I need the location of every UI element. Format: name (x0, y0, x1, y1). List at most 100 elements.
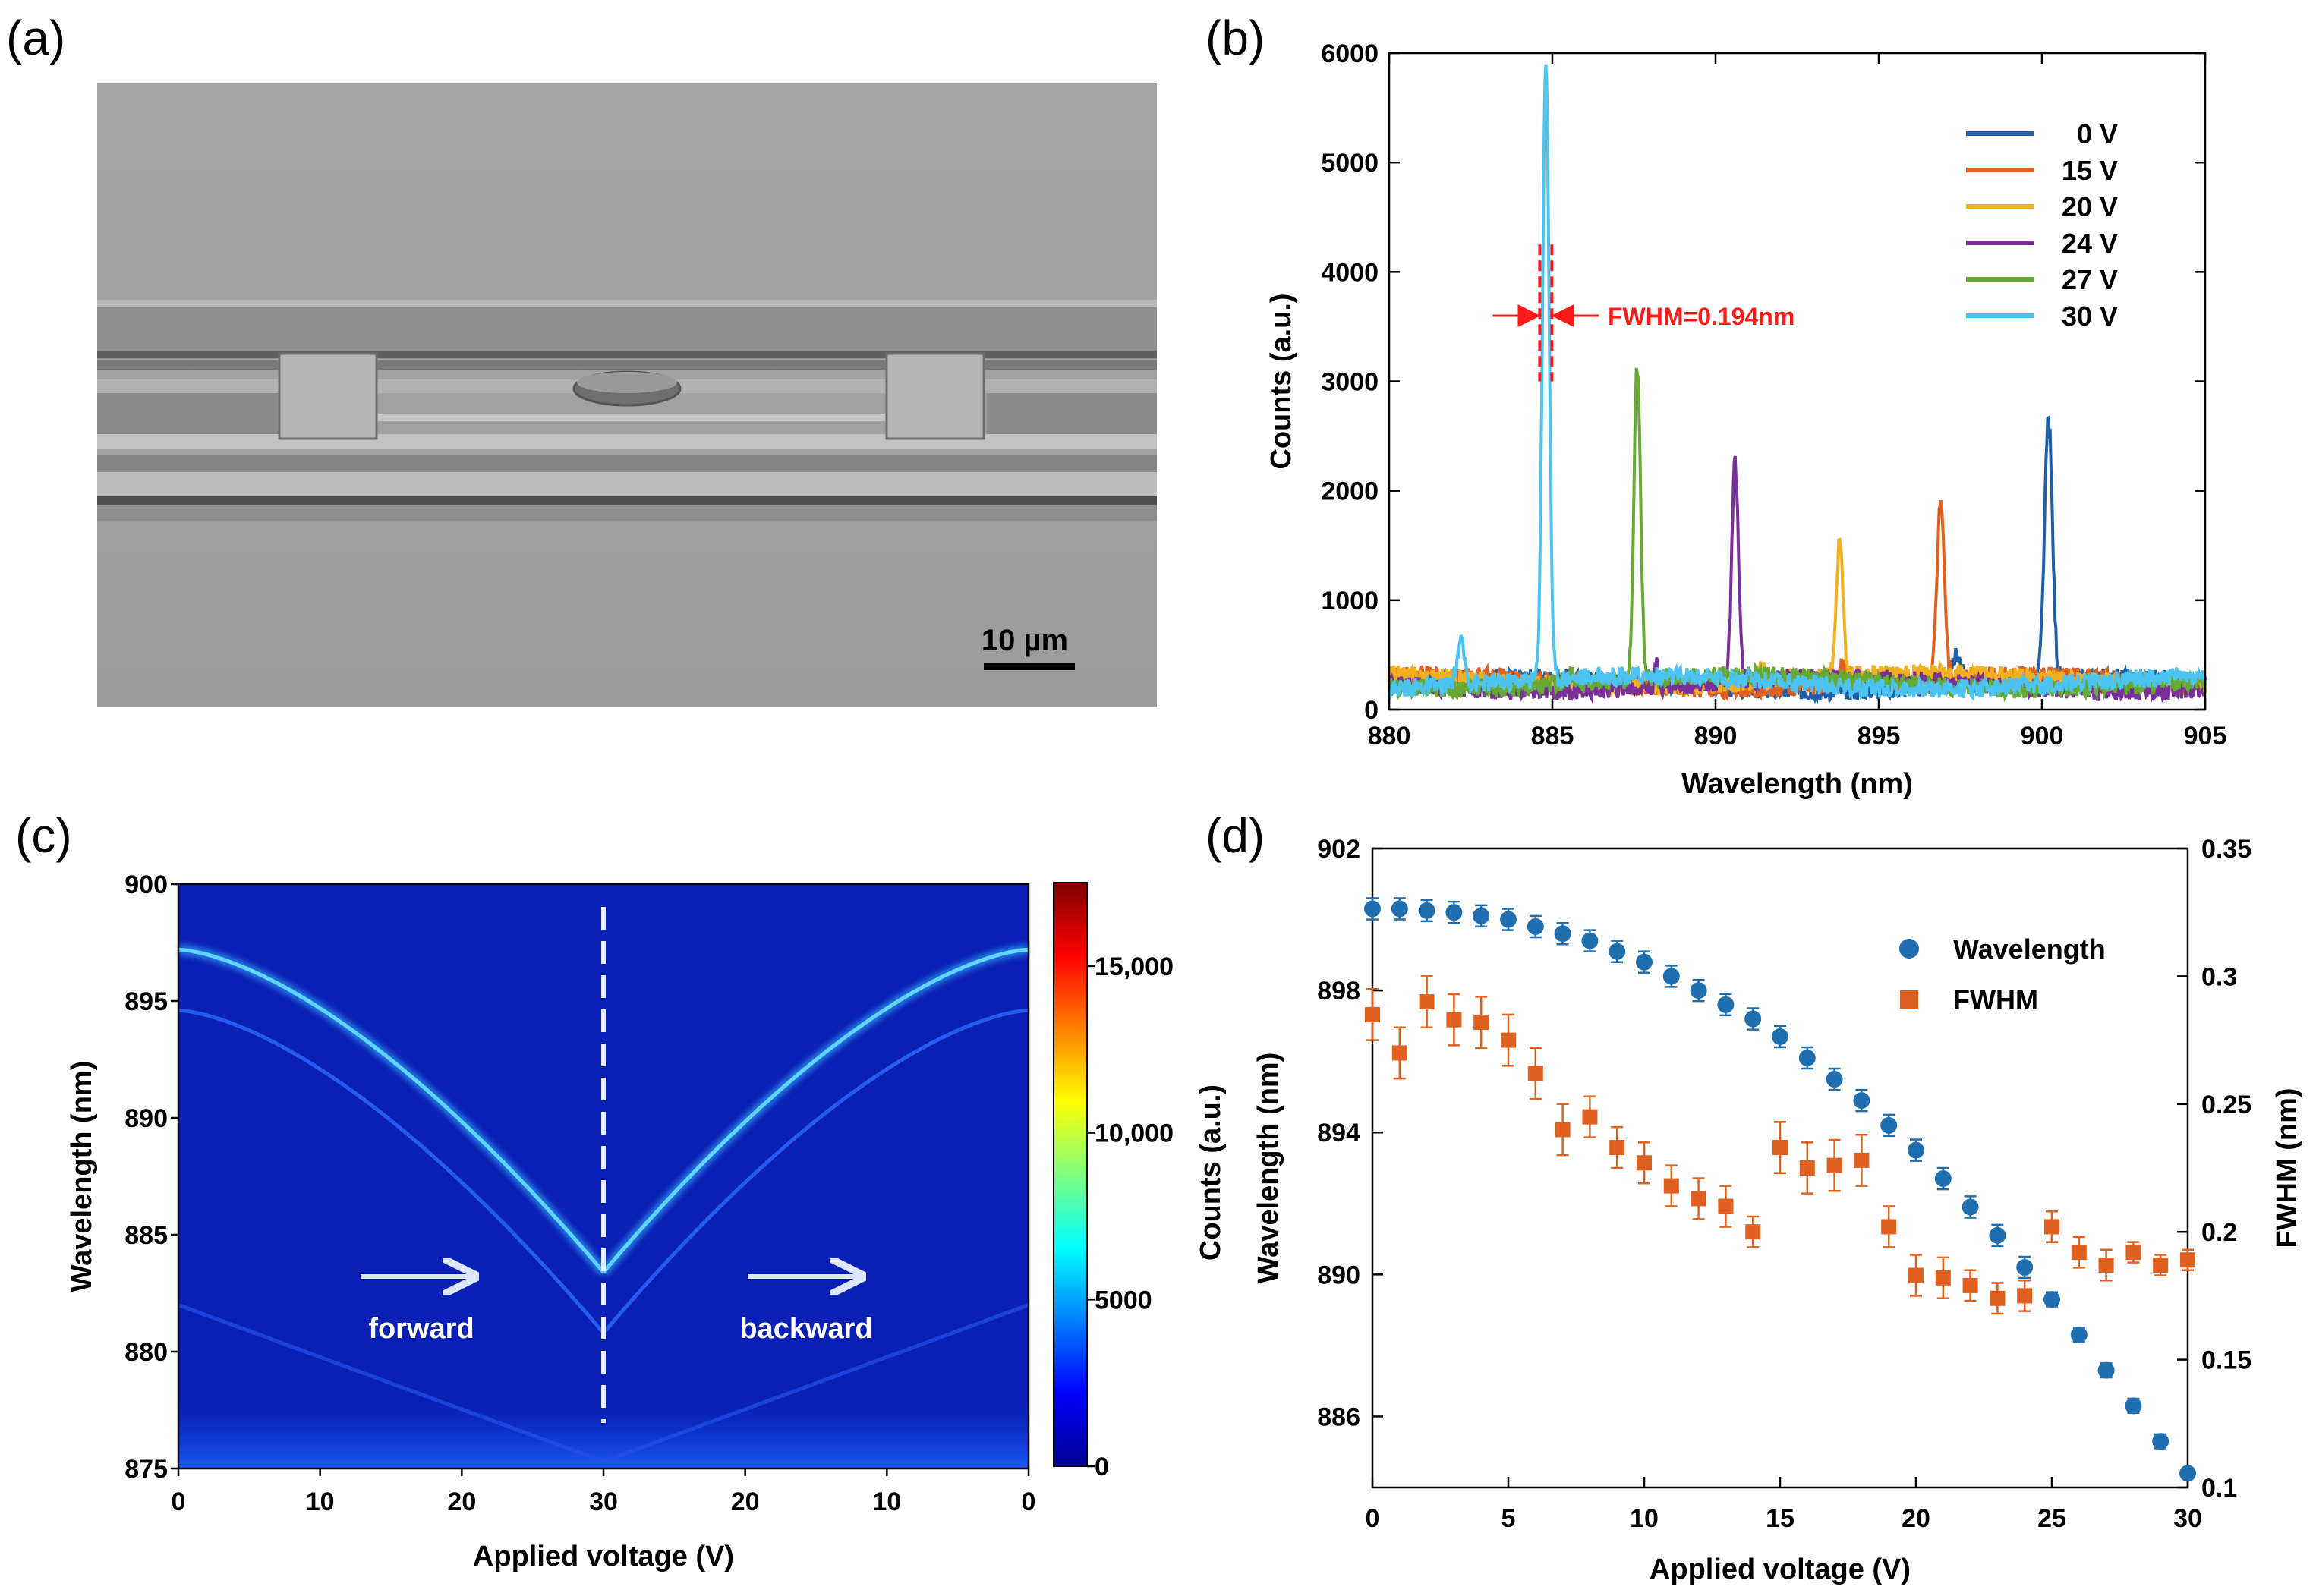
wavelength-point (2125, 1397, 2142, 1415)
fwhm-point (1718, 1198, 1734, 1214)
wavelength-point (1798, 1049, 1816, 1066)
colorbar-tick-label: 10,000 (1095, 1119, 1174, 1148)
x-tick-label: 15 (1766, 1504, 1795, 1533)
wavelength-point (1500, 911, 1517, 928)
wavelength-point (1445, 904, 1463, 921)
wavelength-point (1962, 1198, 1979, 1216)
wavelength-point (1826, 1071, 1843, 1088)
legend-label: 27 V (2062, 264, 2118, 295)
x-tick-label: 25 (2037, 1504, 2066, 1533)
fwhm-point (1446, 1012, 1462, 1028)
fwhm-point (1609, 1140, 1625, 1156)
panel-label-b: (b) (1205, 11, 1265, 65)
wavelength-point (2070, 1326, 2088, 1343)
fwhm-point (1772, 1140, 1788, 1156)
wavelength-point (1636, 953, 1653, 971)
spectra-chart: 880 885 890 895 900 905 0 1000 2000 3000 4000 5000 6… (1265, 39, 2226, 800)
y-left-axis-label: Wavelength (nm) (1253, 1053, 1284, 1284)
wavelength-point (1473, 907, 1490, 924)
series-line-0v (1388, 415, 2207, 704)
fwhm-point (2071, 1245, 2087, 1261)
x-axis-label: Wavelength (nm) (1681, 768, 1913, 800)
fwhm-point (1908, 1267, 1924, 1283)
x-tick-label: 30 (589, 1487, 618, 1516)
voltage-tuning-chart: 0 5 10 15 20 25 30 886 890 894 898 902 0.1 0.15 0.2 0.2… (1195, 835, 2303, 1585)
fwhm-point (2017, 1288, 2033, 1304)
y-tick-label: 2000 (1321, 477, 1379, 506)
lower-branch-right (603, 1303, 1029, 1464)
x-axis-label: Applied voltage (V) (1650, 1554, 1911, 1585)
x-tick-label: 905 (2184, 722, 2227, 751)
series-line-24v (1388, 455, 2207, 704)
panel-label-a: (a) (6, 11, 65, 65)
y-tick-label: 900 (124, 870, 168, 899)
legend-label: 30 V (2062, 301, 2118, 332)
backward-label: backward (739, 1313, 872, 1345)
mode-ridge (602, 947, 1029, 1273)
y-left-tick-label: 898 (1317, 977, 1360, 1006)
x-tick-label: 890 (1694, 722, 1738, 751)
y-right-tick-label: 0.1 (2201, 1474, 2237, 1503)
wavelength-point (1391, 900, 1408, 918)
fwhm-point (1501, 1032, 1516, 1048)
forward-label: forward (368, 1313, 474, 1345)
wavelength-point (1554, 925, 1571, 943)
fwhm-point (1663, 1178, 1679, 1194)
x-tick-label: 10 (1630, 1504, 1659, 1533)
x-tick-label: 895 (1858, 722, 1901, 751)
legend-label-fwhm: FWHM (1953, 984, 2038, 1015)
x-tick-label: 5 (1501, 1504, 1516, 1533)
wavelength-point (2016, 1258, 2034, 1276)
scale-bar-label: 10 µm (982, 624, 1068, 657)
wavelength-point (1772, 1028, 1788, 1045)
wavelength-point (1418, 902, 1435, 919)
legend-label: 15 V (2062, 155, 2118, 186)
x-tick-label: 880 (1368, 722, 1411, 751)
series-line-27v (1388, 367, 2207, 703)
y-right-tick-label: 0.2 (2201, 1218, 2237, 1247)
fwhm-point (1990, 1290, 2006, 1306)
y-tick-label: 895 (124, 987, 168, 1016)
y-left-tick-label: 894 (1317, 1119, 1360, 1147)
fwhm-point (1799, 1160, 1815, 1176)
wavelength-point (1662, 968, 1680, 985)
y-left-tick-label: 890 (1317, 1261, 1360, 1289)
fwhm-point (1582, 1109, 1598, 1125)
x-tick-label: 10 (306, 1487, 335, 1516)
x-tick-label: 20 (447, 1487, 476, 1516)
panel-label-c: (c) (15, 808, 72, 863)
y-tick-label: 890 (124, 1104, 168, 1133)
fwhm-annotation: FWHM=0.194nm (1608, 303, 1795, 330)
y-left-tick-label: 902 (1317, 835, 1360, 864)
wavelength-point (1989, 1226, 2006, 1244)
legend-label: 20 V (2062, 191, 2118, 222)
secondary-mode-ridge (178, 1008, 605, 1335)
y-axis-label: Counts (a.u.) (1265, 293, 1297, 469)
y-tick-label: 4000 (1321, 258, 1379, 287)
wavelength-point (2179, 1465, 2196, 1482)
legend-marker-fwhm (1900, 990, 1918, 1009)
wavelength-point (1717, 996, 1735, 1013)
wavelength-point (1934, 1170, 1952, 1188)
colorbar-tick-label: 0 (1095, 1453, 1109, 1481)
fwhm-point (1527, 1066, 1543, 1081)
lower-branch-left (178, 1303, 604, 1464)
wavelength-point (1527, 918, 1544, 935)
y-tick-label: 3000 (1321, 368, 1379, 397)
fwhm-point (2180, 1252, 2195, 1268)
fwhm-point (1745, 1224, 1761, 1240)
wavelength-point (1690, 982, 1707, 999)
wavelength-point (1581, 932, 1599, 949)
y-tick-label: 6000 (1321, 39, 1379, 68)
wavelength-point (1853, 1092, 1870, 1110)
fwhm-point (2098, 1257, 2114, 1273)
y-tick-label: 880 (124, 1338, 168, 1367)
wavelength-point (1609, 943, 1626, 960)
x-tick-label: 0 (172, 1487, 186, 1516)
fwhm-point (1962, 1277, 1978, 1293)
wavelength-point (1908, 1141, 1924, 1159)
fwhm-point (1419, 994, 1435, 1010)
plot-frame (1388, 52, 2207, 711)
